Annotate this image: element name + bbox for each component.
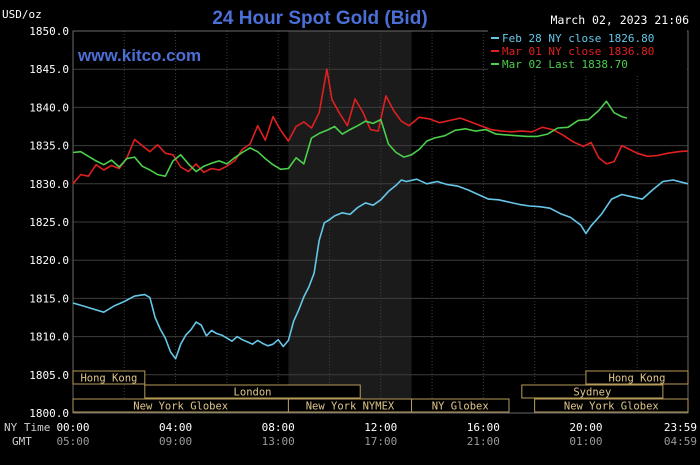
- x-tick-gmt: 04:59: [664, 435, 697, 448]
- x-tick-gmt: 21:00: [467, 435, 500, 448]
- legend-box: [488, 30, 687, 74]
- x-tick-ny: 23:59: [664, 421, 697, 434]
- series-line-2: [72, 68, 689, 185]
- session-box: [72, 370, 146, 385]
- session-label: New York Globex: [133, 401, 228, 413]
- y-tick-label: 1815.0: [29, 292, 69, 305]
- y-tick-label: 1805.0: [29, 369, 69, 382]
- unit-label: USD/oz: [2, 8, 42, 21]
- date-label: March 02, 2023 21:06: [551, 13, 690, 27]
- x-tick-gmt: 13:00: [262, 435, 295, 448]
- session-label: Hong Kong: [609, 373, 666, 385]
- grid-lines: [72, 30, 689, 414]
- x-tick-ny: 20:00: [569, 421, 602, 434]
- x-tick-ny: 00:00: [56, 421, 89, 434]
- chart-title: 24 Hour Spot Gold (Bid): [212, 8, 427, 29]
- y-tick-label: 1830.0: [29, 178, 69, 191]
- legend-entry-2: Mar 01 NY close 1836.80: [502, 45, 654, 58]
- y-tick-label: 1825.0: [29, 216, 69, 229]
- session-box: [521, 384, 664, 399]
- y-axis-labels: 1850.0 1845.0 1840.0 1835.0 1830.0 1825.0 1820…: [29, 25, 69, 420]
- session-label: Sydney: [573, 387, 611, 399]
- x-tick-ny: 04:00: [159, 421, 192, 434]
- series-lines: [72, 68, 689, 360]
- session-box: [585, 370, 689, 385]
- session-label: New York NYMEX: [306, 401, 395, 413]
- session-label: New York Globex: [564, 401, 659, 413]
- x-tick-ny: 08:00: [262, 421, 295, 434]
- x-tick-gmt: 05:00: [56, 435, 89, 448]
- ny-time-row-label: NY Time: [4, 421, 50, 434]
- y-tick-label: 1820.0: [29, 254, 69, 267]
- x-tick-ny: 12:00: [364, 421, 397, 434]
- trading-sessions: Hong Kong Hong Kong London Sydney New York G…: [72, 370, 689, 413]
- y-tick-label: 1800.0: [29, 407, 69, 420]
- series-line-3: [72, 100, 628, 177]
- session-label: London: [234, 387, 272, 399]
- legend-entry-1: Feb 28 NY close 1826.80: [502, 32, 654, 45]
- plot-border: [72, 30, 689, 414]
- watermark: www.kitco.com: [77, 46, 201, 65]
- session-box: [411, 398, 510, 413]
- x-tick-ny: 16:00: [467, 421, 500, 434]
- x-axis-labels: NY Time GMT 00:00 04:00 08:00 12:00 16:00 20:…: [4, 421, 697, 448]
- x-tick-gmt: 09:00: [159, 435, 192, 448]
- series-line-1: [72, 178, 689, 360]
- session-box: [144, 384, 361, 399]
- x-tick-gmt: 01:00: [569, 435, 602, 448]
- y-tick-label: 1850.0: [29, 25, 69, 38]
- y-tick-label: 1810.0: [29, 331, 69, 344]
- x-tick-gmt: 17:00: [364, 435, 397, 448]
- session-box: [534, 398, 689, 413]
- gmt-row-label: GMT: [12, 435, 32, 448]
- y-tick-label: 1840.0: [29, 101, 69, 114]
- y-tick-label: 1845.0: [29, 63, 69, 76]
- legend-entry-3: Mar 02 Last 1838.70: [502, 58, 628, 71]
- y-tick-label: 1835.0: [29, 140, 69, 153]
- session-label: NY Globex: [432, 401, 489, 413]
- session-label: Hong Kong: [80, 373, 137, 385]
